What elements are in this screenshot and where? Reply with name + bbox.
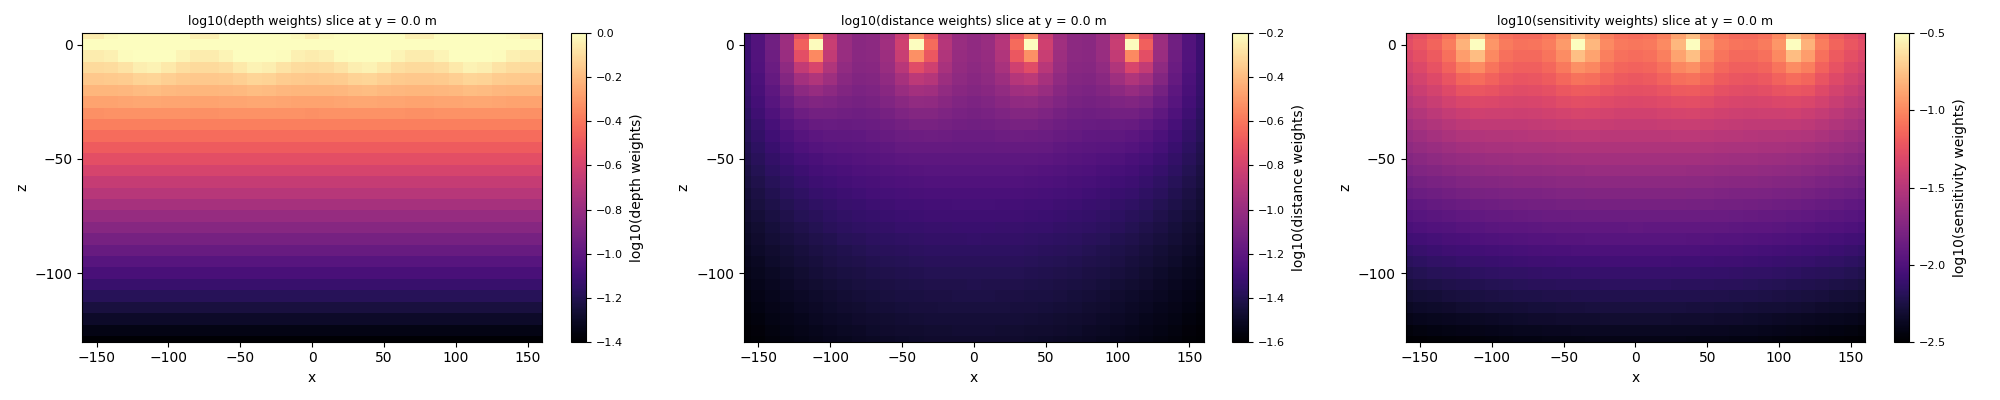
X-axis label: x: x: [970, 371, 978, 385]
Y-axis label: log10(distance weights): log10(distance weights): [1292, 104, 1306, 271]
Title: log10(sensitivity weights) slice at y = 0.0 m: log10(sensitivity weights) slice at y = …: [1498, 15, 1774, 28]
Title: log10(distance weights) slice at y = 0.0 m: log10(distance weights) slice at y = 0.0…: [840, 15, 1106, 28]
Y-axis label: z: z: [676, 184, 690, 191]
Y-axis label: log10(sensitivity weights): log10(sensitivity weights): [1954, 98, 1968, 277]
Title: log10(depth weights) slice at y = 0.0 m: log10(depth weights) slice at y = 0.0 m: [188, 15, 436, 28]
Y-axis label: z: z: [14, 184, 28, 191]
X-axis label: x: x: [308, 371, 316, 385]
X-axis label: x: x: [1632, 371, 1640, 385]
Y-axis label: z: z: [1338, 184, 1352, 191]
Y-axis label: log10(depth weights): log10(depth weights): [630, 113, 644, 262]
